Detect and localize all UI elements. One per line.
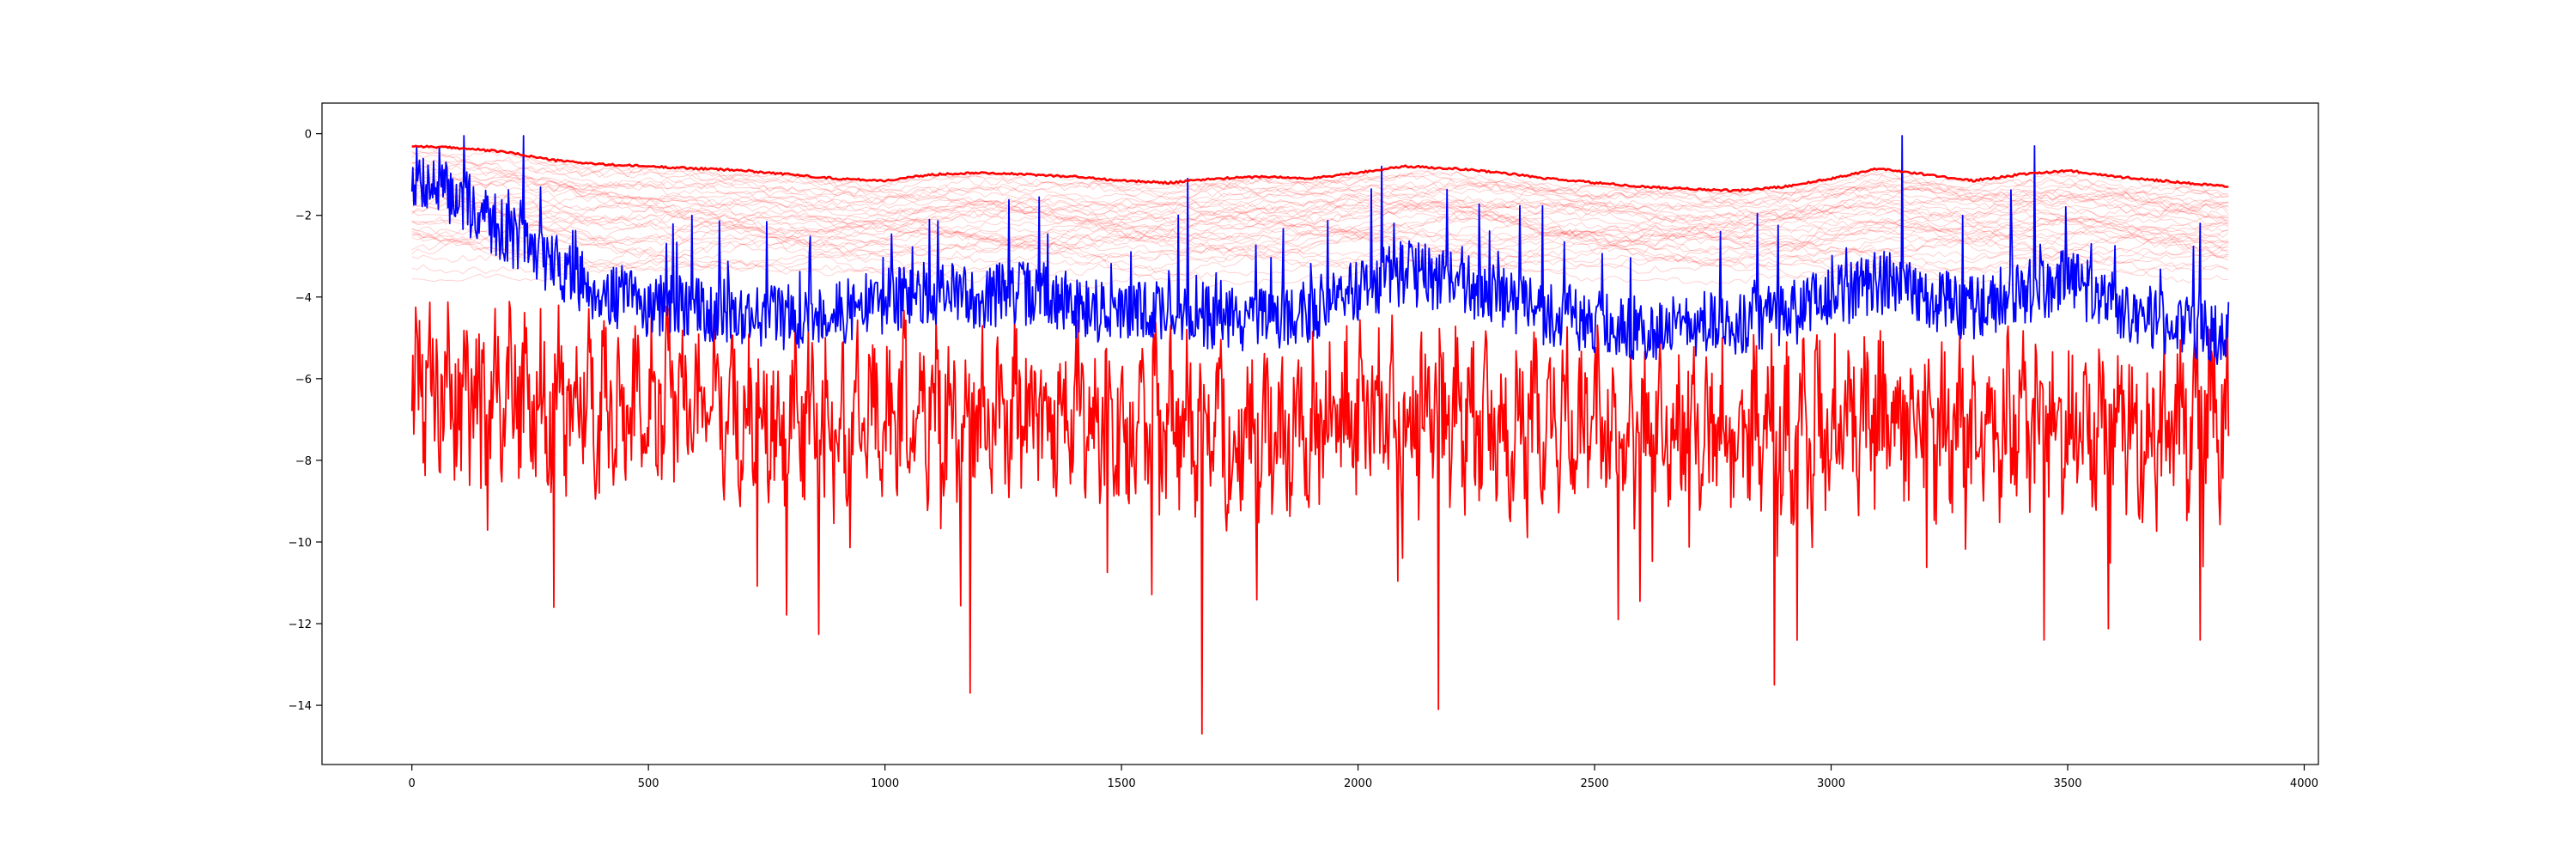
y-tick-label: −2 bbox=[295, 210, 312, 223]
ensemble-trace bbox=[411, 209, 2229, 268]
y-axis: 0 −2 −4 −6 −8 −10 −12 −14 bbox=[289, 129, 322, 713]
ensemble-trace bbox=[411, 220, 2229, 278]
ensemble-trace bbox=[411, 226, 2229, 278]
series-line-lower-envelope bbox=[410, 301, 2230, 735]
ensemble-trace bbox=[411, 199, 2229, 254]
x-tick-label: 4000 bbox=[2290, 777, 2318, 790]
x-tick-label: 3000 bbox=[1817, 777, 1845, 790]
ensemble-trace bbox=[411, 210, 2229, 270]
ensemble-trace bbox=[411, 179, 2229, 225]
ensemble-trace bbox=[411, 169, 2229, 221]
ensemble-trace bbox=[411, 198, 2229, 250]
ensemble-trace bbox=[411, 221, 2229, 277]
ensemble-trace bbox=[411, 159, 2229, 204]
ensemble-trace bbox=[411, 159, 2229, 210]
x-tick-label: 500 bbox=[638, 777, 659, 790]
series-line-main-signal bbox=[410, 135, 2230, 365]
ensemble-trace bbox=[411, 195, 2229, 247]
x-tick-label: 2500 bbox=[1581, 777, 1609, 790]
ensemble-trace bbox=[411, 200, 2229, 260]
series-layer bbox=[410, 135, 2230, 735]
ensemble-trace bbox=[411, 185, 2229, 235]
y-tick-label: −4 bbox=[295, 292, 312, 305]
ensemble-trace bbox=[411, 145, 2229, 198]
ensemble-trace bbox=[411, 215, 2229, 267]
series-line-upper-envelope bbox=[411, 144, 2229, 193]
x-tick-label: 0 bbox=[409, 777, 416, 790]
ensemble-trace bbox=[411, 193, 2229, 244]
x-tick-label: 3500 bbox=[2053, 777, 2081, 790]
ensemble-trace bbox=[411, 185, 2229, 245]
x-tick-label: 2000 bbox=[1344, 777, 1372, 790]
ensemble-trace bbox=[411, 188, 2229, 238]
y-tick-label: −6 bbox=[295, 374, 312, 387]
y-tick-label: −12 bbox=[289, 618, 312, 631]
x-tick-label: 1000 bbox=[871, 777, 899, 790]
ensemble-trace bbox=[411, 182, 2229, 232]
ensemble-trace bbox=[411, 150, 2229, 203]
y-tick-label: −10 bbox=[289, 537, 312, 550]
ensemble-trace bbox=[411, 199, 2229, 253]
ensemble-trace bbox=[411, 172, 2229, 222]
y-tick-label: −14 bbox=[289, 700, 312, 713]
ensemble-trace bbox=[411, 166, 2229, 211]
plot-frame bbox=[321, 102, 2319, 765]
ensemble-trace bbox=[411, 218, 2229, 273]
ensemble-trace bbox=[411, 164, 2229, 212]
ensemble-trace bbox=[411, 204, 2229, 259]
x-tick-label: 1500 bbox=[1108, 777, 1136, 790]
ensemble-traces bbox=[411, 145, 2229, 289]
ensemble-trace bbox=[411, 173, 2229, 210]
ensemble-trace bbox=[411, 202, 2229, 260]
ensemble-trace bbox=[411, 194, 2229, 238]
x-axis: 0 500 1000 1500 2000 2500 3000 3500 4000 bbox=[409, 765, 2318, 790]
ensemble-trace bbox=[411, 206, 2229, 271]
ensemble-trace bbox=[411, 234, 2229, 289]
y-tick-label: 0 bbox=[305, 129, 312, 142]
ensemble-trace bbox=[411, 176, 2229, 223]
ensemble-trace bbox=[411, 150, 2229, 198]
ensemble-trace bbox=[411, 180, 2229, 227]
ensemble-trace bbox=[411, 181, 2229, 236]
y-tick-label: −8 bbox=[295, 455, 312, 468]
